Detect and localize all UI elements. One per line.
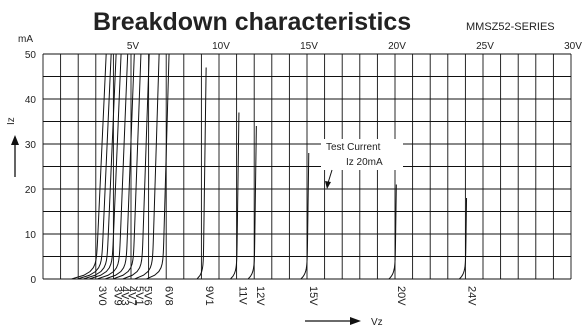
test-current-pointer (327, 169, 333, 184)
y-tick-label: 0 (30, 275, 36, 286)
y-tick-label: 20 (25, 185, 37, 196)
series-label-4V3: 4V3 (119, 286, 131, 306)
y-tick-label: 50 (25, 50, 37, 61)
x-tick-label: 15V (300, 41, 318, 52)
series-label-9V1: 9V1 (203, 286, 215, 306)
y-axis-label: Iz (6, 117, 17, 125)
test-current-pointer-head (325, 181, 331, 189)
y-tick-label: 10 (25, 230, 37, 241)
series-label-12V: 12V (254, 286, 266, 306)
test-current-label-1: Test Current (326, 142, 381, 153)
curve-3V9 (78, 53, 122, 280)
curve-3V0 (60, 53, 107, 280)
series-label-5V6: 5V6 (142, 286, 154, 306)
series-label-24V: 24V (465, 286, 477, 306)
y-unit-label: mA (18, 34, 33, 45)
x-tick-label: 5V (127, 41, 140, 52)
series-label-20V: 20V (395, 286, 407, 306)
x-tick-label: 20V (388, 41, 406, 52)
x-tick-label: 30V (564, 41, 582, 52)
x-tick-label: 10V (212, 41, 230, 52)
x-axis-arrow-head (350, 317, 361, 325)
curve-9V1 (186, 67, 207, 280)
curve-3V3 (66, 53, 112, 280)
series-label-11V: 11V (237, 286, 249, 305)
x-axis-label: Vz (371, 317, 383, 325)
y-tick-labels: 0 10 20 30 40 50 (25, 50, 37, 286)
y-axis-arrow-head (11, 135, 19, 145)
curve-24V (448, 197, 468, 280)
test-current-label-2: Iz 20mA (346, 157, 383, 168)
curve-12V (237, 125, 257, 280)
series-label-4V7: 4V7 (126, 286, 138, 306)
curve-11V (219, 112, 240, 280)
curve-4V7 (94, 53, 135, 280)
curve-20V (378, 184, 397, 280)
curve-3V6 (72, 53, 117, 280)
x-tick-label: 25V (476, 41, 494, 52)
curve-5V6 (112, 53, 150, 280)
series-label-5V1: 5V1 (133, 286, 145, 306)
chart-title: Breakdown characteristics (93, 8, 411, 36)
curves (60, 53, 468, 280)
y-tick-label: 30 (25, 140, 37, 151)
curve-6V8 (135, 53, 170, 280)
curve-6V2 (124, 53, 160, 280)
series-label-6V8: 6V8 (163, 286, 175, 306)
series-label-15V: 15V (307, 286, 319, 306)
curve-15V (290, 152, 310, 280)
chart-subtitle: MMSZ52-SERIES (466, 21, 555, 33)
grid (42, 53, 572, 280)
y-tick-label: 40 (25, 95, 37, 106)
curve-4V3 (86, 53, 129, 280)
test-current-annotation: Test Current Iz 20mA (321, 139, 403, 189)
curve-5V1 (102, 53, 142, 280)
series-label-3V9: 3V9 (112, 286, 124, 306)
series-label-3V0: 3V0 (96, 286, 108, 306)
x-tick-labels: 5V 10V 15V 20V 25V 30V (127, 41, 582, 52)
